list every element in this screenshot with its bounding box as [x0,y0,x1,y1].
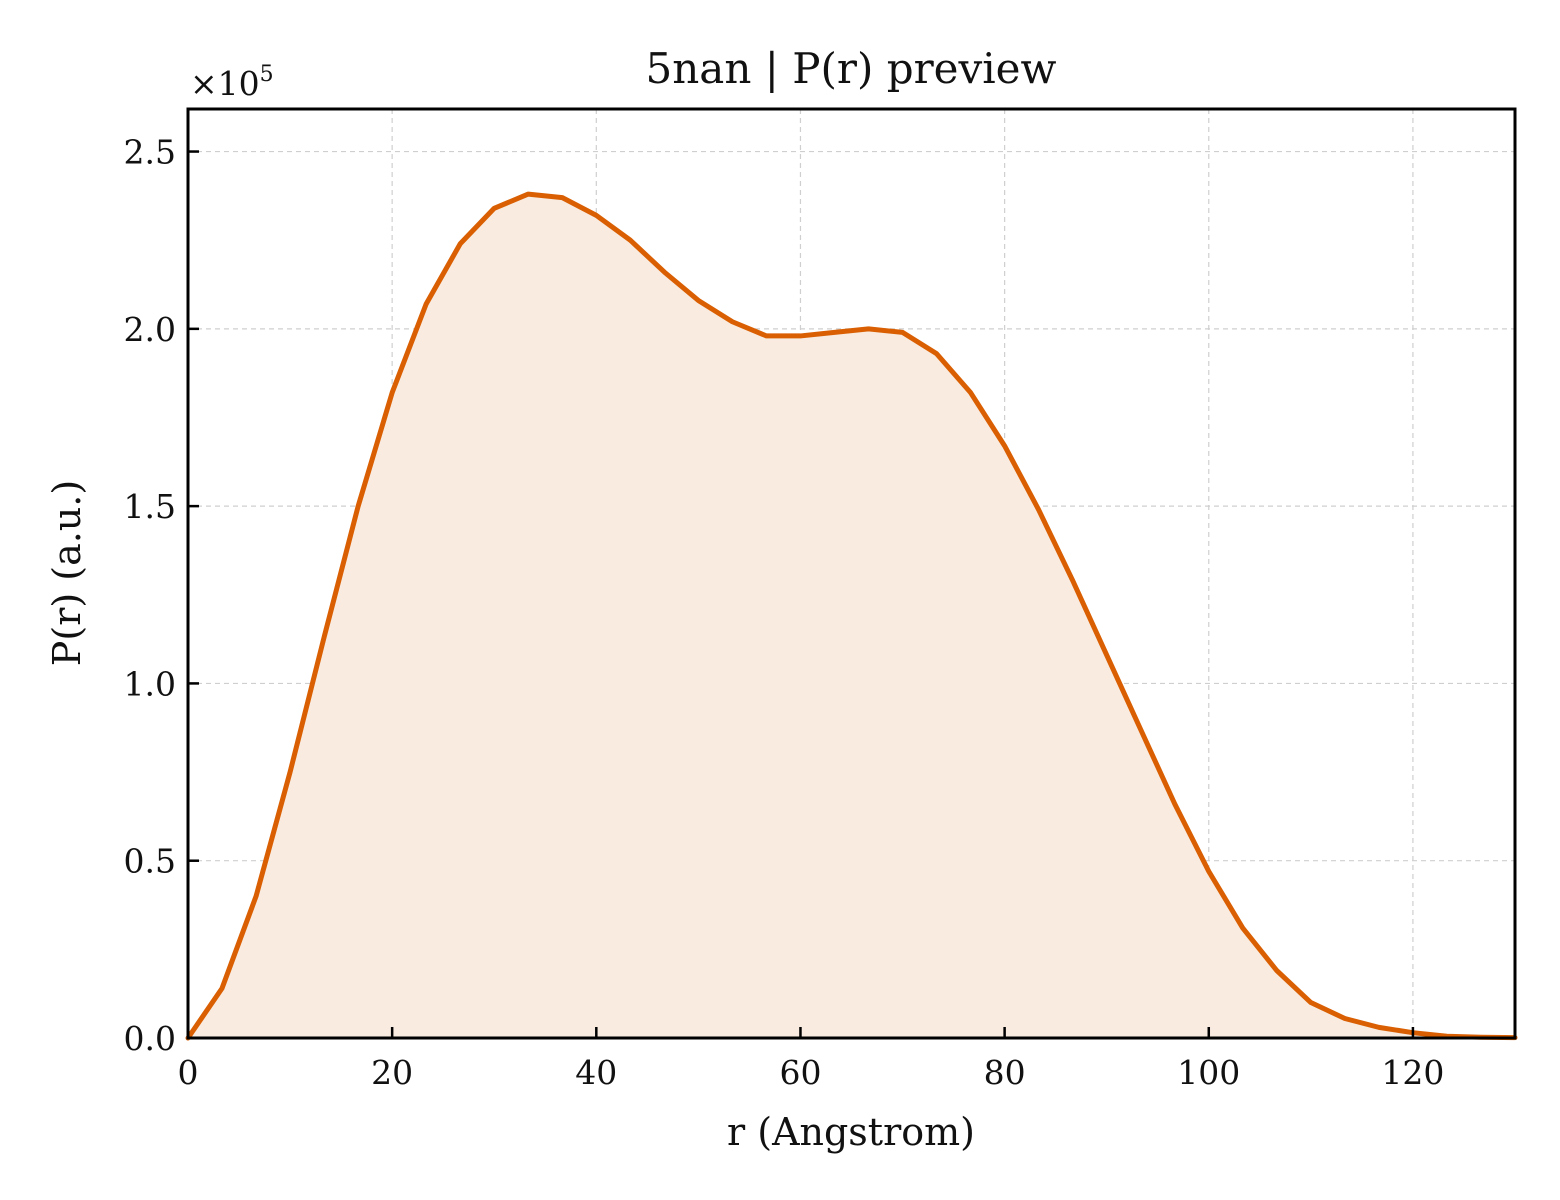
ticks: 0 20 40 60 80 100 120 0.0 0.5 1.0 1.5 2.0 2.5 [124,133,1445,1092]
y-tick-label: 2.5 [124,133,176,172]
x-axis-label: r (Angstrom) [727,1110,975,1154]
x-tick-label: 100 [1177,1053,1240,1092]
x-tick-label: 60 [779,1053,821,1092]
x-tick-label: 80 [984,1053,1026,1092]
x-tick-label: 120 [1381,1053,1444,1092]
x-tick-label: 0 [178,1053,199,1092]
series-line [185,191,1518,1041]
y-tick-label: 1.5 [124,487,176,526]
chart-title: 5nan | P(r) preview [646,44,1057,93]
y-tick-label: 1.0 [124,664,176,703]
y-tick-label: 2.0 [124,310,176,349]
y-tick-label: 0.5 [124,842,176,881]
y-axis-label: P(r) (a.u.) [45,480,89,666]
area-fill [188,194,1515,1039]
y-offset-label: ×105 [190,62,274,103]
y-offset-base: ×10 [190,64,260,103]
x-tick-label: 40 [575,1053,617,1092]
x-tick-label: 20 [371,1053,413,1092]
y-offset-exp: 5 [260,62,274,87]
plot-frame [186,107,1517,1040]
y-tick-label: 0.0 [124,1019,176,1058]
